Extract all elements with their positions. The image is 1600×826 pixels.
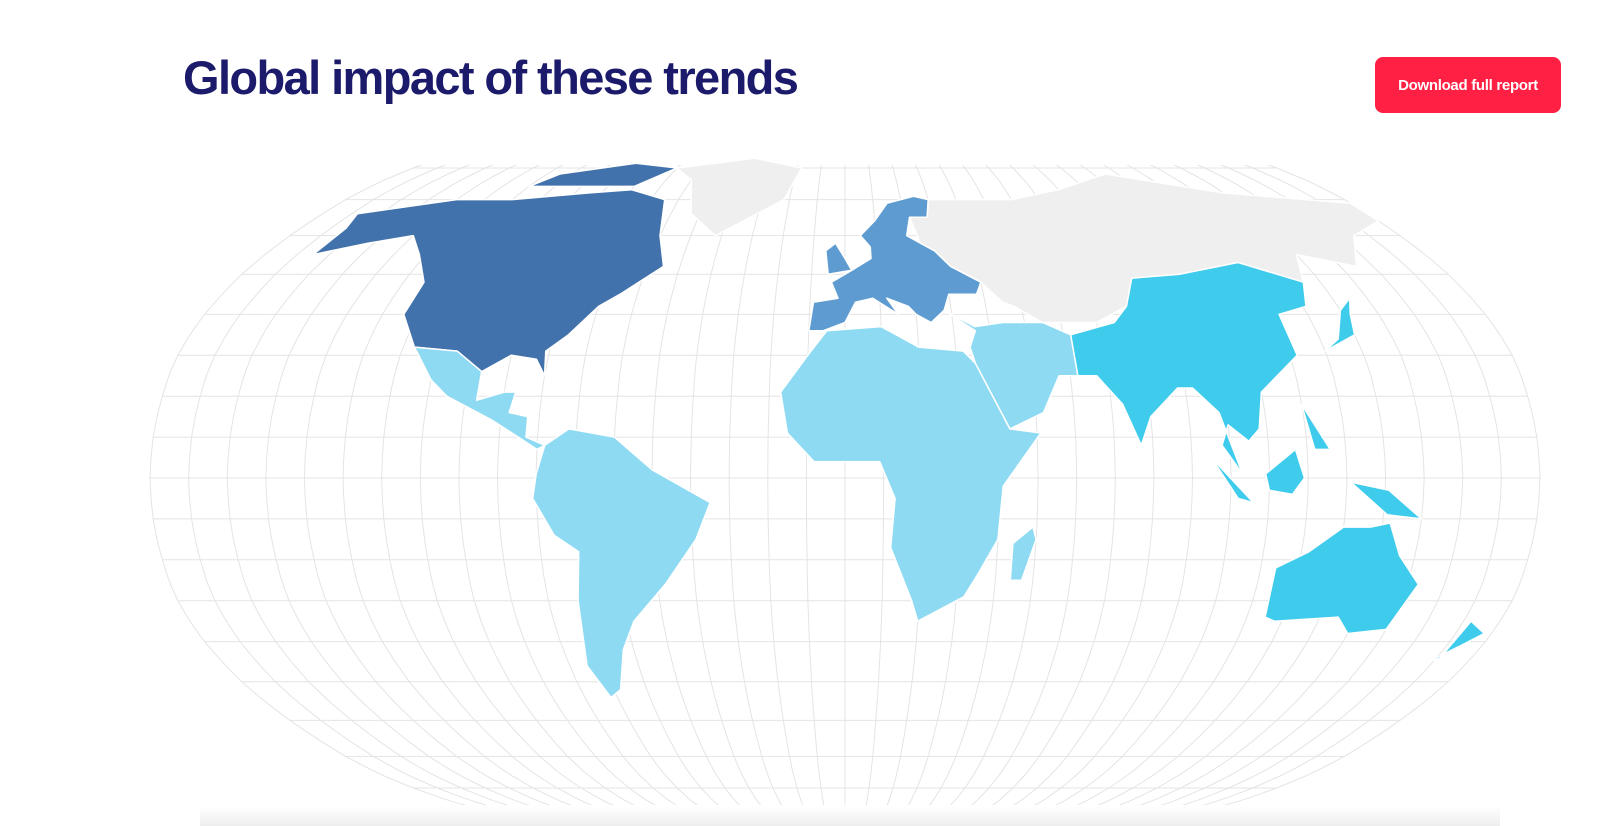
land (312, 188, 666, 377)
page-title: Global impact of these trends (183, 51, 799, 104)
land (413, 346, 546, 451)
land (1009, 526, 1037, 582)
land (1300, 403, 1331, 451)
land (528, 162, 678, 188)
footer-shadow (200, 806, 1500, 826)
land (1069, 261, 1307, 475)
download-button[interactable]: Download full report (1375, 57, 1561, 113)
land (1349, 481, 1423, 520)
land (1264, 522, 1420, 635)
land (943, 309, 1079, 430)
land (676, 157, 803, 237)
land (1324, 297, 1356, 352)
land (808, 195, 982, 332)
land (825, 242, 853, 275)
land (1264, 448, 1306, 496)
land (779, 325, 1042, 622)
land (1418, 620, 1485, 667)
land (531, 428, 711, 699)
land (1210, 456, 1255, 504)
